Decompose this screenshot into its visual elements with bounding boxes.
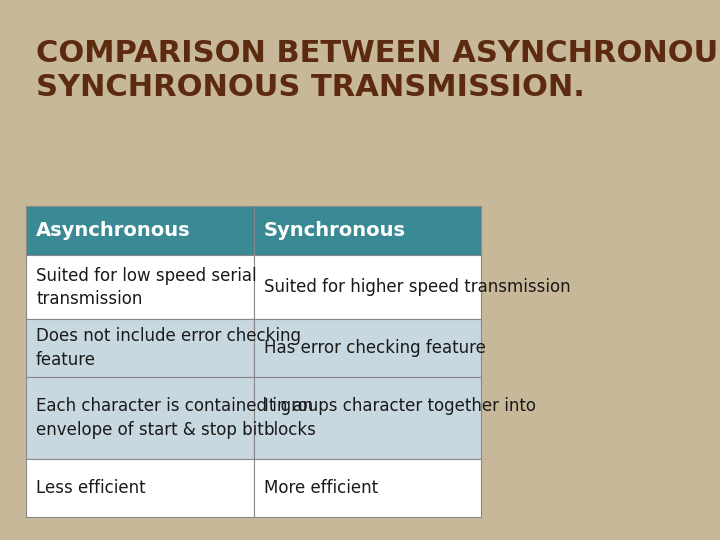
Text: Suited for low speed serial
transmission: Suited for low speed serial transmission <box>36 267 256 308</box>
FancyBboxPatch shape <box>26 206 253 255</box>
FancyBboxPatch shape <box>26 319 253 377</box>
Text: Does not include error checking
feature: Does not include error checking feature <box>36 327 301 369</box>
Text: Less efficient: Less efficient <box>36 479 145 497</box>
Text: More efficient: More efficient <box>264 479 378 497</box>
FancyBboxPatch shape <box>253 319 481 377</box>
FancyBboxPatch shape <box>253 377 481 460</box>
FancyBboxPatch shape <box>26 460 253 517</box>
FancyBboxPatch shape <box>253 206 481 255</box>
Text: It groups character together into
blocks: It groups character together into blocks <box>264 397 536 439</box>
FancyBboxPatch shape <box>253 460 481 517</box>
FancyBboxPatch shape <box>26 255 253 319</box>
FancyBboxPatch shape <box>26 377 253 460</box>
FancyBboxPatch shape <box>253 255 481 319</box>
Text: Each character is contained in an
envelope of start & stop bit: Each character is contained in an envelo… <box>36 397 313 439</box>
Text: Suited for higher speed transmission: Suited for higher speed transmission <box>264 279 570 296</box>
Text: COMPARISON BETWEEN ASYNCHRONOUS &
SYNCHRONOUS TRANSMISSION.: COMPARISON BETWEEN ASYNCHRONOUS & SYNCHR… <box>36 39 720 102</box>
Text: Asynchronous: Asynchronous <box>36 221 191 240</box>
Text: Synchronous: Synchronous <box>264 221 405 240</box>
Text: Has error checking feature: Has error checking feature <box>264 339 485 357</box>
